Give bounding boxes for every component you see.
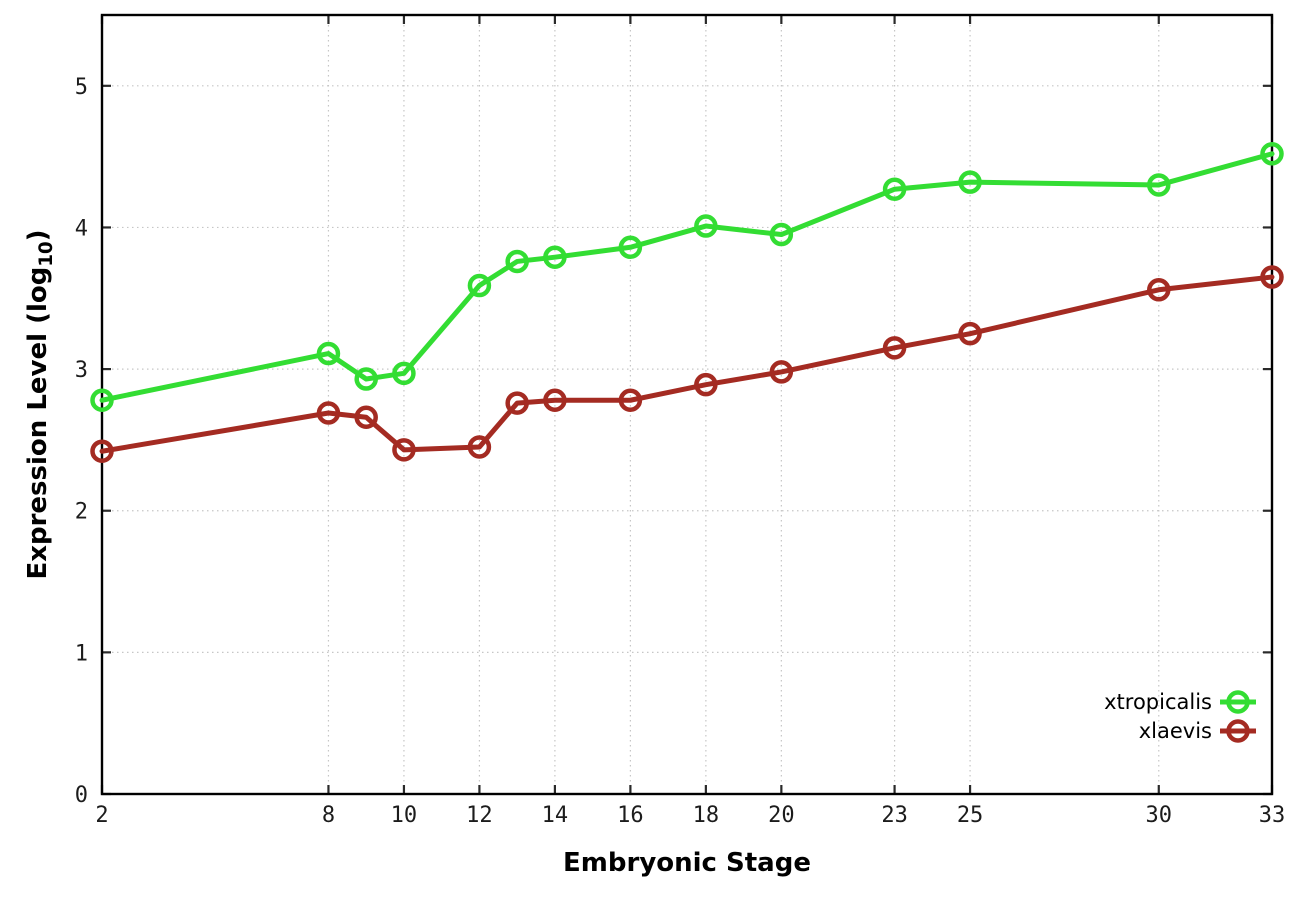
data-point-xlaevis bbox=[392, 438, 416, 462]
data-point-xlaevis bbox=[618, 388, 643, 413]
x-tick-label: 16 bbox=[617, 803, 644, 828]
data-point-xtropicalis bbox=[1260, 142, 1284, 166]
data-point-xtropicalis bbox=[543, 245, 567, 269]
data-point-xlaevis bbox=[354, 405, 378, 429]
x-tick-label: 25 bbox=[957, 803, 984, 828]
x-tick-label: 30 bbox=[1146, 803, 1173, 828]
legend-label-xtropicalis: xtropicalis bbox=[1104, 690, 1212, 714]
data-point-xtropicalis bbox=[882, 177, 907, 201]
x-tick-label: 14 bbox=[542, 803, 569, 828]
series-line-xtropicalis bbox=[99, 151, 1275, 403]
y-tick-label: 4 bbox=[75, 216, 88, 241]
legend-marker-xtropicalis bbox=[1226, 690, 1250, 714]
data-point-xlaevis bbox=[467, 435, 492, 459]
y-axis-title: Expression Level (log10) bbox=[23, 229, 57, 579]
x-tick-label: 23 bbox=[881, 803, 908, 828]
data-point-xlaevis bbox=[769, 360, 794, 384]
x-tick-label: 2 bbox=[95, 803, 108, 828]
data-point-xtropicalis bbox=[1147, 173, 1171, 197]
data-point-xtropicalis bbox=[769, 222, 794, 247]
legend-label-xlaevis: xlaevis bbox=[1139, 719, 1212, 743]
data-point-xtropicalis bbox=[354, 367, 378, 391]
data-point-xtropicalis bbox=[90, 388, 114, 413]
x-axis-title: Embryonic Stage bbox=[563, 848, 811, 878]
y-tick-label: 3 bbox=[75, 358, 88, 383]
data-point-xlaevis bbox=[1147, 278, 1171, 302]
data-point-xtropicalis bbox=[505, 249, 529, 274]
y-tick-label: 0 bbox=[75, 783, 88, 808]
x-tick-label: 8 bbox=[322, 803, 335, 828]
x-tick-label: 20 bbox=[768, 803, 795, 828]
data-point-xtropicalis bbox=[467, 273, 492, 298]
x-tick-label: 12 bbox=[466, 803, 493, 828]
x-tick-label: 18 bbox=[693, 803, 720, 828]
plot-border bbox=[100, 13, 1274, 796]
data-point-xtropicalis bbox=[618, 235, 643, 260]
data-point-xlaevis bbox=[316, 401, 341, 425]
data-point-xtropicalis bbox=[392, 361, 416, 386]
x-tick-label: 10 bbox=[391, 803, 418, 828]
y-tick-label: 1 bbox=[75, 641, 88, 666]
data-point-xlaevis bbox=[694, 372, 718, 397]
data-point-xlaevis bbox=[958, 321, 982, 346]
data-point-xlaevis bbox=[1260, 265, 1284, 289]
legend-marker-xlaevis bbox=[1226, 719, 1250, 743]
y-tick-label: 5 bbox=[75, 75, 88, 100]
data-point-xlaevis bbox=[543, 388, 567, 413]
data-point-xtropicalis bbox=[316, 341, 341, 366]
data-point-xlaevis bbox=[505, 391, 529, 415]
data-point-xlaevis bbox=[882, 336, 907, 360]
data-point-xlaevis bbox=[90, 439, 114, 463]
data-point-xtropicalis bbox=[694, 214, 718, 238]
y-tick-label: 2 bbox=[75, 500, 88, 525]
x-tick-label: 33 bbox=[1259, 803, 1286, 828]
data-point-xtropicalis bbox=[958, 170, 982, 194]
